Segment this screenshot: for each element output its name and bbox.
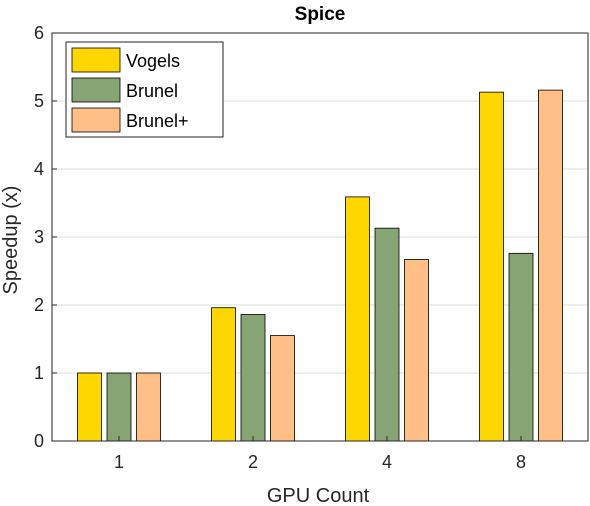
y-tick-label: 0 [34,431,44,451]
bar-vogels-4 [345,196,370,442]
bar-brunel-4 [374,227,400,442]
x-tick-label: 2 [248,452,258,472]
y-tick-label: 1 [34,363,44,383]
bar-vogels-8 [479,91,504,442]
bar-vogels-1 [77,372,102,442]
legend-label-brunel: Brunel [126,81,178,101]
legend-swatch-brunel-plus [71,107,121,133]
y-tick-label: 6 [34,23,44,43]
legend: Vogels Brunel Brunel+ [65,41,224,138]
legend-swatch-vogels [71,47,121,73]
bar-brunel-plus-1 [136,372,161,442]
bar-brunel-8 [508,252,534,442]
chart-title: Spice [295,4,346,25]
bar-brunel-plus-8 [538,89,563,442]
bars [77,89,563,442]
legend-swatch-brunel [71,77,121,103]
y-tick-label: 5 [34,91,44,111]
x-tick-label: 1 [114,452,124,472]
y-tick-label: 3 [34,227,44,247]
bar-vogels-2 [211,307,236,442]
x-axis-label: GPU Count [267,485,370,506]
bar-brunel-2 [240,314,266,442]
bar-brunel-plus-2 [270,335,295,442]
y-tick-label: 2 [34,295,44,315]
y-tick-labels: 0 1 2 3 4 5 6 [34,23,44,451]
x-tick-labels: 1 2 4 8 [114,452,526,472]
x-tick-label: 8 [516,452,526,472]
y-axis-label: Speedup (x) [0,186,22,295]
axis-ticks [52,32,522,442]
bar-brunel-plus-4 [404,259,429,442]
grid-lines [52,100,588,374]
legend-label-vogels: Vogels [126,51,180,71]
bar-brunel-1 [106,372,132,442]
x-tick-label: 4 [382,452,392,472]
y-tick-label: 4 [34,159,44,179]
legend-label-brunel-plus: Brunel+ [126,111,189,131]
